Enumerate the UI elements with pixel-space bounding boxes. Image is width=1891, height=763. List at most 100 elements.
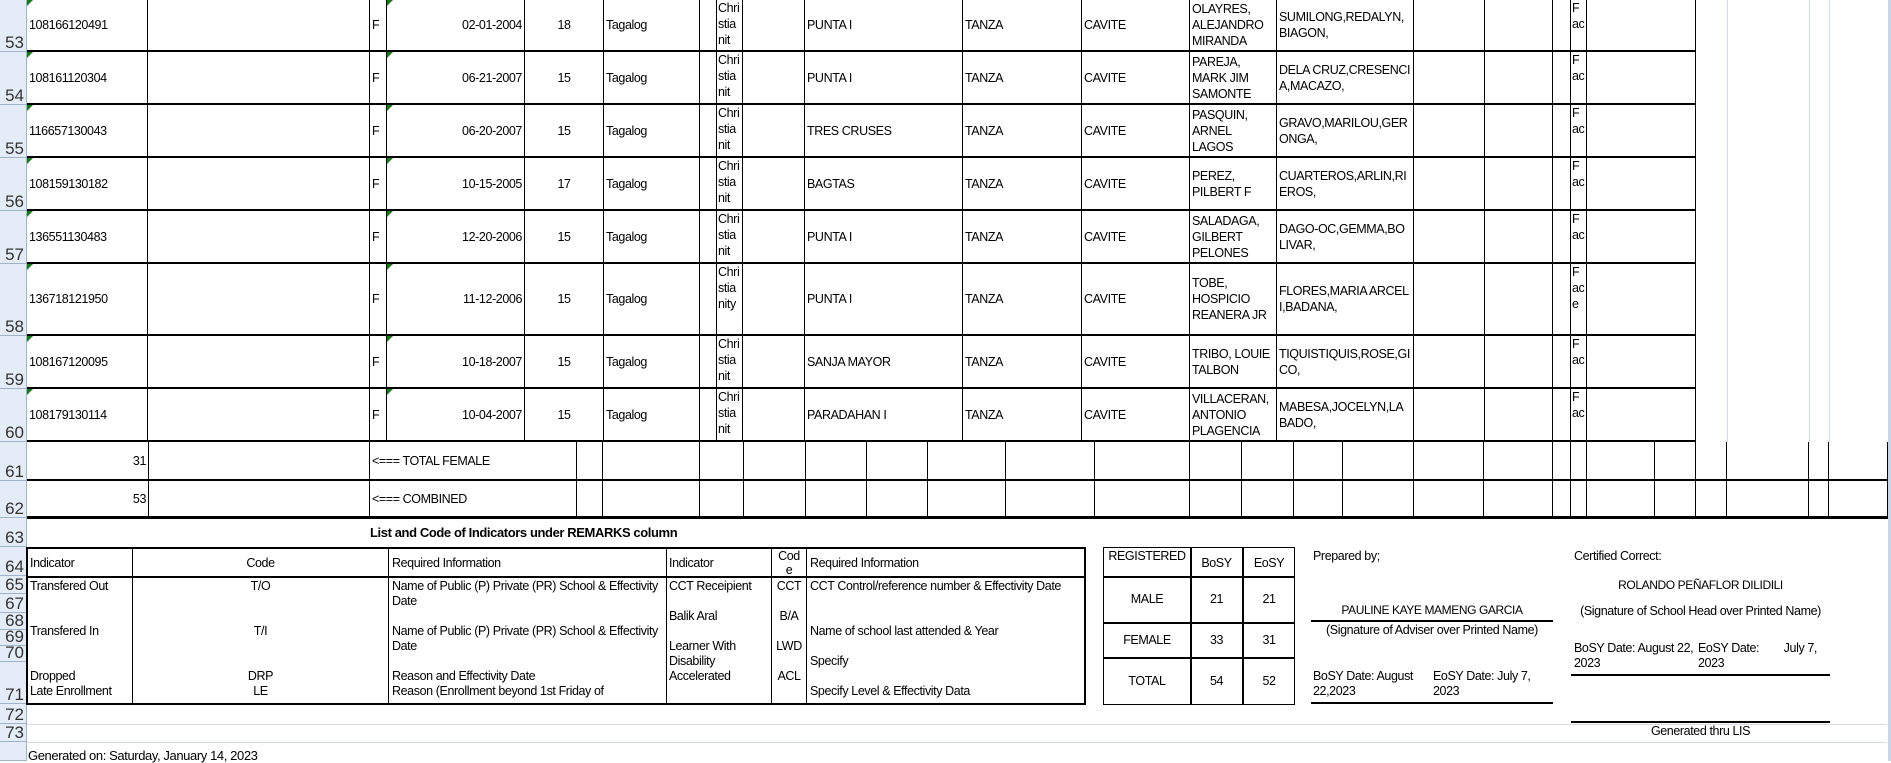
cell-mother[interactable]: DELA CRUZ,CRESENCIA,MACAZO, [1277,52,1414,105]
cell-sex[interactable]: F [370,158,387,211]
cell-birthdate[interactable]: 10-04-2007 [387,389,525,442]
cell-empty[interactable] [149,481,370,518]
cell-empty[interactable] [1414,105,1485,158]
cell-religion[interactable]: Christianit [717,52,743,105]
cell-empty[interactable] [1587,264,1696,336]
row-header[interactable]: 57 [0,211,27,264]
cell-empty[interactable] [1414,52,1485,105]
cell-mother[interactable]: CUARTEROS,ARLIN,RIEROS, [1277,158,1414,211]
cell-empty[interactable] [1553,264,1571,336]
cell-empty[interactable] [700,105,717,158]
cell-municipality[interactable]: TANZA [963,336,1082,389]
cell-municipality[interactable]: TANZA [963,0,1082,52]
cell-empty[interactable] [1696,481,1727,518]
cell-empty[interactable] [700,0,717,52]
cell-mother[interactable]: MABESA,JOCELYN,LABADO, [1277,389,1414,442]
cell-province[interactable]: CAVITE [1082,264,1190,336]
cell-remarks[interactable]: Fac [1571,158,1587,211]
cell-empty[interactable] [603,442,700,481]
cell-empty[interactable] [700,158,717,211]
cell-empty[interactable] [1727,481,1809,518]
row-header[interactable]: 60 [0,389,27,442]
cell-sex[interactable]: F [370,52,387,105]
cell-birthdate[interactable]: 12-20-2006 [387,211,525,264]
cell-empty[interactable] [1485,211,1553,264]
cell-lrn[interactable]: 108166120491 [27,0,148,52]
cell-empty[interactable] [1095,442,1190,481]
cell-barangay[interactable]: PARADAHAN I [805,389,963,442]
cell-empty[interactable] [806,442,867,481]
cell-province[interactable]: CAVITE [1082,158,1190,211]
cell-empty[interactable] [928,481,1006,518]
cell-empty[interactable] [1414,158,1485,211]
cell-empty[interactable] [148,264,370,336]
row-header[interactable]: 54 [0,52,27,105]
row-header[interactable]: 53 [0,0,27,52]
cell-barangay[interactable]: PUNTA I [805,211,963,264]
cell-birthdate[interactable]: 10-18-2007 [387,336,525,389]
cell-sex[interactable]: F [370,336,387,389]
cell-empty[interactable] [1343,481,1414,518]
cell-empty[interactable] [700,211,717,264]
cell-municipality[interactable]: TANZA [963,264,1082,336]
cell-empty[interactable] [1485,336,1553,389]
cell-empty[interactable] [1414,336,1485,389]
cell-mother[interactable]: TIQUISTIQUIS,ROSE,GICO, [1277,336,1414,389]
row-header[interactable]: 71 [0,662,27,704]
cell-empty[interactable] [1587,211,1696,264]
cell-birthdate[interactable]: 06-20-2007 [387,105,525,158]
cell-mother[interactable]: DAGO-OC,GEMMA,BOLIVAR, [1277,211,1414,264]
row-header[interactable]: 73 [0,724,27,742]
cell-empty[interactable] [1553,52,1571,105]
row-header[interactable]: 72 [0,704,27,724]
cell-empty[interactable] [1485,158,1553,211]
cell-age[interactable]: 18 [525,0,604,52]
cell-empty[interactable] [149,442,370,481]
cell-mother-tongue[interactable]: Tagalog [604,336,700,389]
cell-father[interactable]: TRIBO, LOUIE TALBON [1190,336,1277,389]
total-combined-label[interactable]: <=== COMBINED [370,481,577,518]
cell-father[interactable]: VILLACERAN, ANTONIO PLAGENCIA [1190,389,1277,442]
cell-lrn[interactable]: 108179130114 [27,389,148,442]
cell-empty[interactable] [744,481,806,518]
cell-empty[interactable] [1484,481,1553,518]
cell-empty[interactable] [1829,481,1888,518]
cell-religion[interactable]: Christianit [717,0,743,52]
cell-birthdate[interactable]: 06-21-2007 [387,52,525,105]
cell-empty[interactable] [700,264,717,336]
cell-birthdate[interactable]: 11-12-2006 [387,264,525,336]
cell-barangay[interactable]: BAGTAS [805,158,963,211]
cell-empty[interactable] [743,264,805,336]
cell-sex[interactable]: F [370,264,387,336]
cell-empty[interactable] [1587,336,1696,389]
cell-empty[interactable] [1414,211,1485,264]
cell-empty[interactable] [1587,389,1696,442]
cell-empty[interactable] [1343,442,1414,481]
cell-birthdate[interactable]: 02-01-2004 [387,0,525,52]
cell-lrn[interactable]: 108167120095 [27,336,148,389]
cell-municipality[interactable]: TANZA [963,211,1082,264]
cell-remarks[interactable]: Fac [1571,0,1587,52]
cell-empty[interactable] [1571,481,1587,518]
cell-empty[interactable] [743,52,805,105]
cell-empty[interactable] [148,52,370,105]
cell-empty[interactable] [806,481,867,518]
row-header[interactable] [0,742,27,761]
total-combined-value[interactable]: 53 [27,481,149,518]
cell-remarks[interactable]: Fac [1571,336,1587,389]
cell-municipality[interactable]: TANZA [963,389,1082,442]
cell-age[interactable]: 15 [525,105,604,158]
cell-empty[interactable] [1553,481,1571,518]
cell-empty[interactable] [1727,442,1809,481]
cell-empty[interactable] [148,389,370,442]
cell-empty[interactable] [700,442,744,481]
cell-father[interactable]: TOBE, HOSPICIO REANERA JR [1190,264,1277,336]
cell-sex[interactable]: F [370,0,387,52]
cell-lrn[interactable]: 136551130483 [27,211,148,264]
cell-empty[interactable] [867,442,928,481]
cell-barangay[interactable]: SANJA MAYOR [805,336,963,389]
cell-empty[interactable] [1809,481,1829,518]
row-header[interactable]: 67 [0,594,27,613]
cell-empty[interactable] [148,0,370,52]
cell-mother-tongue[interactable]: Tagalog [604,264,700,336]
